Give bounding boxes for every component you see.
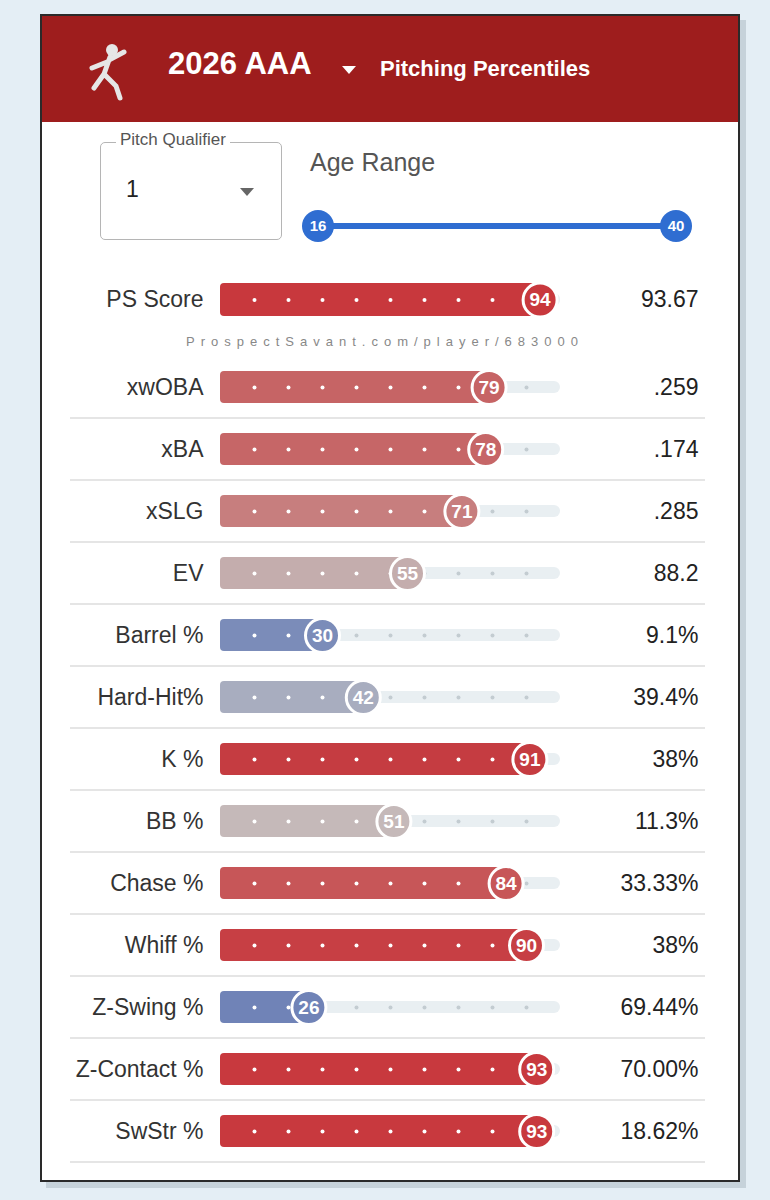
html-text:40: 40 (667, 217, 685, 234)
svg-text:K %: K % (161, 746, 203, 772)
svg-text:88.2: 88.2 (654, 560, 699, 586)
svg-text:.285: .285 (654, 498, 699, 524)
svg-text:Hard-Hit%: Hard-Hit% (97, 684, 203, 710)
svg-text:51: 51 (383, 811, 405, 832)
svg-text:93: 93 (526, 1059, 547, 1080)
svg-text:xwOBA: xwOBA (127, 374, 204, 400)
svg-text:Z-Swing %: Z-Swing % (92, 994, 203, 1020)
svg-text:93.67: 93.67 (641, 286, 699, 312)
html-text:Pitch Qualifier: Pitch Qualifier (120, 130, 226, 149)
svg-text:BB %: BB % (146, 808, 204, 834)
svg-text:79: 79 (479, 377, 500, 398)
svg-text:Whiff %: Whiff % (125, 932, 204, 958)
svg-text:Z-Contact %: Z-Contact % (76, 1056, 204, 1082)
svg-text:xBA: xBA (161, 436, 204, 462)
svg-text:EV: EV (173, 560, 204, 586)
svg-text:30: 30 (312, 625, 333, 646)
svg-text:xSLG: xSLG (146, 498, 204, 524)
svg-text:42: 42 (353, 687, 374, 708)
svg-text:78: 78 (475, 439, 496, 460)
svg-text:94: 94 (530, 289, 552, 310)
html-text:Age Range: Age Range (310, 148, 436, 176)
svg-text:PS Score: PS Score (106, 286, 203, 312)
svg-text:55: 55 (397, 563, 419, 584)
html-text:1: 1 (126, 176, 139, 202)
svg-text:69.44%: 69.44% (620, 994, 698, 1020)
svg-text:71: 71 (451, 501, 473, 522)
svg-text:84: 84 (496, 873, 518, 894)
svg-text:38%: 38% (652, 746, 698, 772)
svg-text:33.33%: 33.33% (620, 870, 698, 896)
svg-text:93: 93 (526, 1121, 547, 1142)
svg-text:Barrel %: Barrel % (115, 622, 203, 648)
svg-text:9.1%: 9.1% (646, 622, 698, 648)
svg-text:.174: .174 (654, 436, 699, 462)
html-text:ProspectSavant.com/player/6830: ProspectSavant.com/player/683000 (186, 334, 584, 349)
svg-text:.259: .259 (654, 374, 699, 400)
svg-text:91: 91 (519, 749, 541, 770)
svg-text:90: 90 (516, 935, 537, 956)
html-text:Pitching Percentiles: Pitching Percentiles (380, 56, 591, 81)
html-text:16: 16 (309, 217, 327, 234)
svg-text:70.00%: 70.00% (620, 1056, 698, 1082)
svg-text:39.4%: 39.4% (633, 684, 698, 710)
svg-text:26: 26 (298, 997, 319, 1018)
html-text:2026 AAA: 2026 AAA (168, 46, 312, 81)
svg-text:Chase %: Chase % (110, 870, 203, 896)
svg-text:18.62%: 18.62% (620, 1118, 698, 1144)
svg-text:SwStr %: SwStr % (115, 1118, 203, 1144)
svg-text:38%: 38% (652, 932, 698, 958)
svg-text:11.3%: 11.3% (635, 808, 699, 834)
